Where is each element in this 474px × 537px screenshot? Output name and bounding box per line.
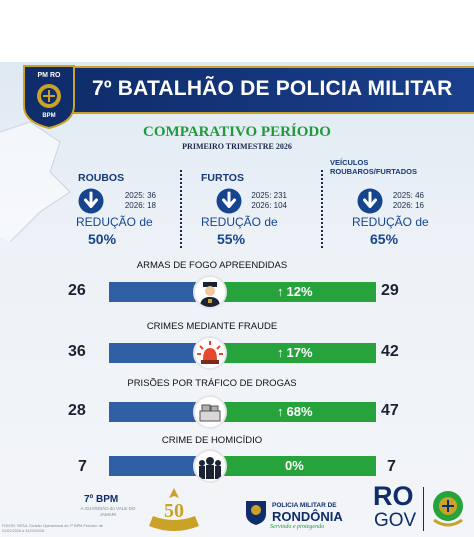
row-percent: 0% [285, 456, 304, 476]
row-title-drug-arrests: PRISÕES POR TRÁFICO DE DROGAS [127, 378, 297, 389]
infographic-poster: 7º BATALHÃO DE POLICIA MILITAR PM RO BPM… [0, 62, 474, 537]
row-title-firearms: ARMAS DE FOGO APREENDIDAS [136, 260, 288, 271]
down-arrow-icon [357, 188, 383, 214]
summary-values: 2025: 231 2026: 104 [237, 191, 287, 211]
value-2026: 2026: 104 [251, 201, 287, 210]
page-title: 7º BATALHÃO DE POLICIA MILITAR [92, 77, 453, 100]
crowd-icon [193, 449, 227, 483]
bar-after [211, 402, 376, 422]
bar-before [109, 402, 211, 422]
header-banner: 7º BATALHÃO DE POLICIA MILITAR [70, 66, 474, 114]
bar-after [211, 456, 376, 476]
summary-title: FURTOS [201, 172, 244, 184]
up-arrow-icon: ↑ [277, 345, 284, 360]
row-value-before: 36 [68, 343, 86, 360]
reduction-percent: 55% [217, 231, 246, 247]
summary-vehicles: VEÍCULOS ROUBAROS/FURTADOS 2025: 46 2026… [330, 158, 450, 254]
gov-logo-gov: GOV [374, 510, 417, 531]
battalion-badge-icon: PM RO BPM [23, 65, 75, 130]
comparison-subtitle: PRIMEIRO TRIMESTRE 2026 [182, 142, 292, 151]
row-title-fraud: CRIMES MEDIANTE FRAUDE [146, 321, 278, 332]
anniversary-number: 50 [164, 500, 184, 522]
footer-pm-motto: Servindo e protegendo [270, 524, 325, 530]
divider [321, 170, 323, 248]
percent-value: 12% [286, 284, 313, 299]
footer-pm-line2: RONDÔNIA [272, 509, 343, 524]
summary-robberies: ROUBOS 2025: 36 2026: 18 REDUÇÃO de 50% [76, 158, 188, 254]
row-value-after: 29 [381, 282, 399, 299]
state-coat-of-arms-icon [433, 491, 463, 527]
reduction-label: REDUÇÃO de [201, 215, 278, 229]
siren-icon [193, 336, 227, 370]
row-percent: ↑ 12% [277, 282, 313, 302]
bar-before [109, 282, 211, 302]
summary-title: ROUBOS [78, 172, 125, 184]
row-percent: ↑ 17% [277, 343, 313, 363]
state-map-outline [0, 121, 71, 243]
summary-title: VEÍCULOS ROUBAROS/FURTADOS [330, 158, 417, 176]
reduction-label: REDUÇÃO de [76, 215, 153, 229]
svg-text:PM RO: PM RO [38, 72, 62, 79]
value-2025: 2025: 36 [124, 191, 156, 200]
up-arrow-icon: ↑ [277, 404, 284, 419]
svg-text:BPM: BPM [42, 113, 55, 119]
reduction-label: REDUÇÃO de [352, 215, 429, 229]
footer-source: FONTE: SESA. Divisão Operacional do 7º B… [2, 524, 103, 533]
row-value-before: 7 [78, 458, 87, 475]
bar-after [211, 343, 376, 363]
gov-logo-ro: RO [373, 481, 414, 511]
down-arrow-icon [78, 188, 104, 214]
percent-value: 0% [285, 458, 304, 473]
row-value-after: 7 [387, 458, 396, 475]
bar-before [109, 456, 211, 476]
row-title-homicide: CRIME DE HOMICÍDIO [161, 435, 263, 446]
bar-after [211, 282, 376, 302]
row-value-after: 47 [381, 402, 399, 419]
pm-rondonia-crest-icon [246, 501, 266, 525]
up-arrow-icon: ↑ [277, 284, 284, 299]
down-arrow-icon [216, 188, 242, 214]
summary-thefts: FURTOS 2025: 231 2026: 104 REDUÇÃO de 55… [201, 158, 311, 254]
percent-value: 68% [286, 404, 313, 419]
row-percent: ↑ 68% [277, 402, 313, 422]
value-2025: 2025: 46 [392, 191, 424, 200]
percent-value: 17% [286, 345, 313, 360]
row-value-before: 28 [68, 402, 86, 419]
row-value-before: 26 [68, 282, 86, 299]
bar-before [109, 343, 211, 363]
reduction-percent: 65% [370, 231, 399, 247]
comparison-title: COMPARATIVO PERÍODO [143, 124, 331, 140]
value-2026: 2026: 18 [124, 201, 156, 210]
drug-seizure-icon [193, 395, 227, 429]
anniversary-emblem-icon: 50 [149, 488, 199, 531]
row-value-after: 42 [381, 343, 399, 360]
summary-values: 2025: 46 2026: 16 [374, 191, 424, 211]
divider [180, 170, 182, 248]
footer-bpm-motto: A GUARDIÃO do VALE DO JAMARI [80, 506, 136, 517]
value-2025: 2025: 231 [251, 191, 287, 200]
reduction-percent: 50% [88, 231, 117, 247]
value-2026: 2026: 16 [392, 201, 424, 210]
footer-pm-line1: POLICIA MILITAR DE [272, 502, 337, 509]
police-officer-icon [193, 275, 227, 309]
footer-divider [423, 487, 424, 531]
summary-values: 2025: 36 2026: 18 [106, 191, 156, 211]
footer-bpm: 7º BPM [84, 494, 119, 505]
